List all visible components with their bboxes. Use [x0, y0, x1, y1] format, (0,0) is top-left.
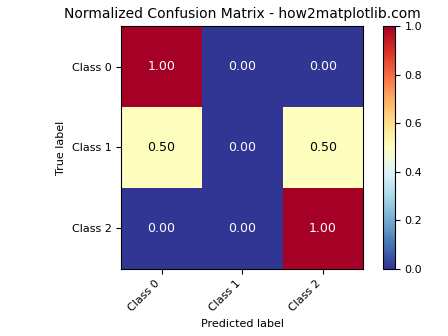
Title: Normalized Confusion Matrix - how2matplotlib.com: Normalized Confusion Matrix - how2matplo… [64, 7, 421, 21]
Text: 1.00: 1.00 [148, 60, 176, 73]
Y-axis label: True label: True label [56, 120, 66, 174]
Text: 0.00: 0.00 [309, 60, 337, 73]
Text: 0.00: 0.00 [228, 141, 256, 154]
Text: 0.50: 0.50 [147, 141, 176, 154]
Text: 1.00: 1.00 [309, 222, 337, 235]
Text: 0.00: 0.00 [147, 222, 176, 235]
X-axis label: Predicted label: Predicted label [201, 319, 284, 329]
Text: 0.50: 0.50 [309, 141, 337, 154]
Text: 0.00: 0.00 [228, 60, 256, 73]
Text: 0.00: 0.00 [228, 222, 256, 235]
